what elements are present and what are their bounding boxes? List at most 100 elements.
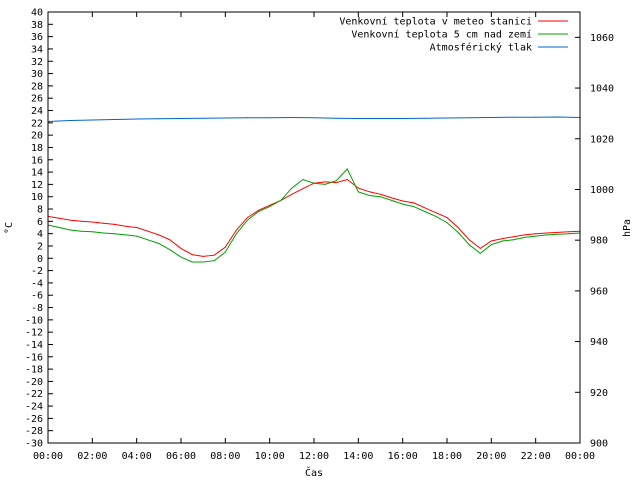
data-point-2 bbox=[180, 117, 182, 119]
data-point-1 bbox=[269, 206, 271, 208]
x-tick-label: 18:00 bbox=[432, 451, 462, 462]
legend-label: Atmosférický tlak bbox=[430, 42, 532, 54]
data-point-1 bbox=[313, 182, 315, 184]
y-left-tick-label: 22 bbox=[31, 118, 43, 129]
data-point-1 bbox=[302, 178, 304, 180]
data-point-2 bbox=[114, 118, 115, 120]
data-point-1 bbox=[58, 227, 60, 228]
data-point-1 bbox=[535, 235, 537, 237]
x-tick-label: 02:00 bbox=[77, 451, 107, 462]
data-point-0 bbox=[513, 236, 514, 238]
data-point-1 bbox=[291, 187, 293, 189]
data-point-0 bbox=[269, 204, 271, 206]
data-point-0 bbox=[224, 246, 226, 248]
y-left-tick-label: -22 bbox=[25, 389, 43, 400]
data-point-2 bbox=[357, 117, 359, 119]
data-point-0 bbox=[324, 181, 326, 183]
data-point-1 bbox=[446, 222, 448, 224]
data-point-1 bbox=[158, 243, 160, 245]
data-point-0 bbox=[457, 227, 459, 228]
data-point-0 bbox=[125, 225, 127, 227]
y-left-tick-label: 36 bbox=[31, 32, 43, 43]
data-point-1 bbox=[247, 219, 248, 221]
y-right-tick-label: 960 bbox=[590, 286, 608, 297]
y-left-tick-label: 0 bbox=[37, 254, 43, 265]
data-point-0 bbox=[114, 223, 115, 225]
data-point-0 bbox=[391, 197, 393, 199]
x-tick-label: 20:00 bbox=[476, 451, 506, 462]
data-point-0 bbox=[479, 247, 481, 249]
legend-label: Venkovní teplota v meteo stanici bbox=[339, 16, 532, 28]
y-left-tick-label: 30 bbox=[31, 69, 43, 80]
x-tick-label: 00:00 bbox=[565, 451, 595, 462]
data-point-1 bbox=[125, 234, 127, 236]
data-point-1 bbox=[391, 199, 393, 201]
data-point-2 bbox=[468, 117, 470, 119]
data-point-1 bbox=[147, 239, 149, 241]
data-point-0 bbox=[147, 230, 149, 232]
data-point-1 bbox=[568, 233, 570, 235]
data-point-1 bbox=[69, 229, 71, 231]
y-left-tick-label: 18 bbox=[31, 143, 43, 154]
plot-frame bbox=[47, 11, 581, 444]
data-point-0 bbox=[69, 219, 71, 221]
y-left-tick-label: -4 bbox=[31, 278, 43, 289]
data-point-1 bbox=[402, 203, 404, 205]
data-point-0 bbox=[169, 239, 171, 241]
data-point-1 bbox=[490, 244, 492, 246]
data-point-0 bbox=[80, 220, 82, 222]
data-point-0 bbox=[501, 238, 503, 240]
data-point-1 bbox=[479, 252, 481, 254]
data-point-1 bbox=[546, 234, 548, 236]
data-point-2 bbox=[136, 118, 138, 120]
x-tick-label: 12:00 bbox=[299, 451, 329, 462]
data-point-1 bbox=[524, 236, 526, 238]
data-point-0 bbox=[380, 193, 381, 195]
data-point-1 bbox=[169, 249, 171, 251]
data-point-1 bbox=[102, 232, 104, 234]
data-point-0 bbox=[247, 217, 248, 219]
series-layer bbox=[47, 116, 581, 263]
data-point-1 bbox=[424, 210, 426, 212]
data-point-0 bbox=[413, 202, 415, 204]
y-right-tick-label: 1020 bbox=[590, 134, 614, 145]
x-tick-label: 06:00 bbox=[166, 451, 196, 462]
data-point-1 bbox=[136, 235, 138, 237]
data-point-1 bbox=[258, 210, 260, 212]
data-point-1 bbox=[457, 231, 459, 233]
data-point-1 bbox=[468, 244, 470, 246]
data-point-0 bbox=[158, 234, 160, 236]
data-point-2 bbox=[335, 117, 337, 119]
data-point-1 bbox=[357, 191, 359, 193]
data-point-2 bbox=[224, 117, 226, 119]
data-point-2 bbox=[513, 116, 514, 118]
data-point-1 bbox=[413, 206, 415, 208]
x-tick-label: 04:00 bbox=[122, 451, 152, 462]
data-point-2 bbox=[424, 117, 426, 119]
data-point-2 bbox=[69, 120, 71, 122]
y-left-tick-label: 32 bbox=[31, 57, 43, 68]
y-right-tick-label: 900 bbox=[590, 439, 608, 450]
data-point-2 bbox=[202, 117, 204, 119]
data-point-1 bbox=[501, 240, 503, 242]
data-point-1 bbox=[191, 261, 193, 263]
data-point-1 bbox=[346, 168, 348, 170]
x-tick-label: 16:00 bbox=[388, 451, 418, 462]
data-point-0 bbox=[136, 227, 138, 228]
data-point-0 bbox=[446, 217, 448, 219]
y-right-tick-label: 1040 bbox=[590, 84, 614, 95]
data-point-0 bbox=[524, 234, 526, 236]
data-point-2 bbox=[446, 117, 448, 119]
y-left-tick-label: -16 bbox=[25, 352, 43, 363]
y-left-tick-label: -28 bbox=[25, 426, 43, 437]
data-point-0 bbox=[424, 207, 426, 209]
y-left-tick-label: -24 bbox=[25, 402, 43, 413]
y-left-tick-label: -20 bbox=[25, 377, 43, 388]
y-axis-right-label: hPa bbox=[622, 219, 633, 237]
data-point-0 bbox=[335, 182, 337, 184]
data-point-0 bbox=[180, 247, 182, 249]
data-point-1 bbox=[114, 233, 115, 235]
data-point-1 bbox=[224, 251, 226, 253]
y-left-tick-label: 26 bbox=[31, 94, 43, 105]
